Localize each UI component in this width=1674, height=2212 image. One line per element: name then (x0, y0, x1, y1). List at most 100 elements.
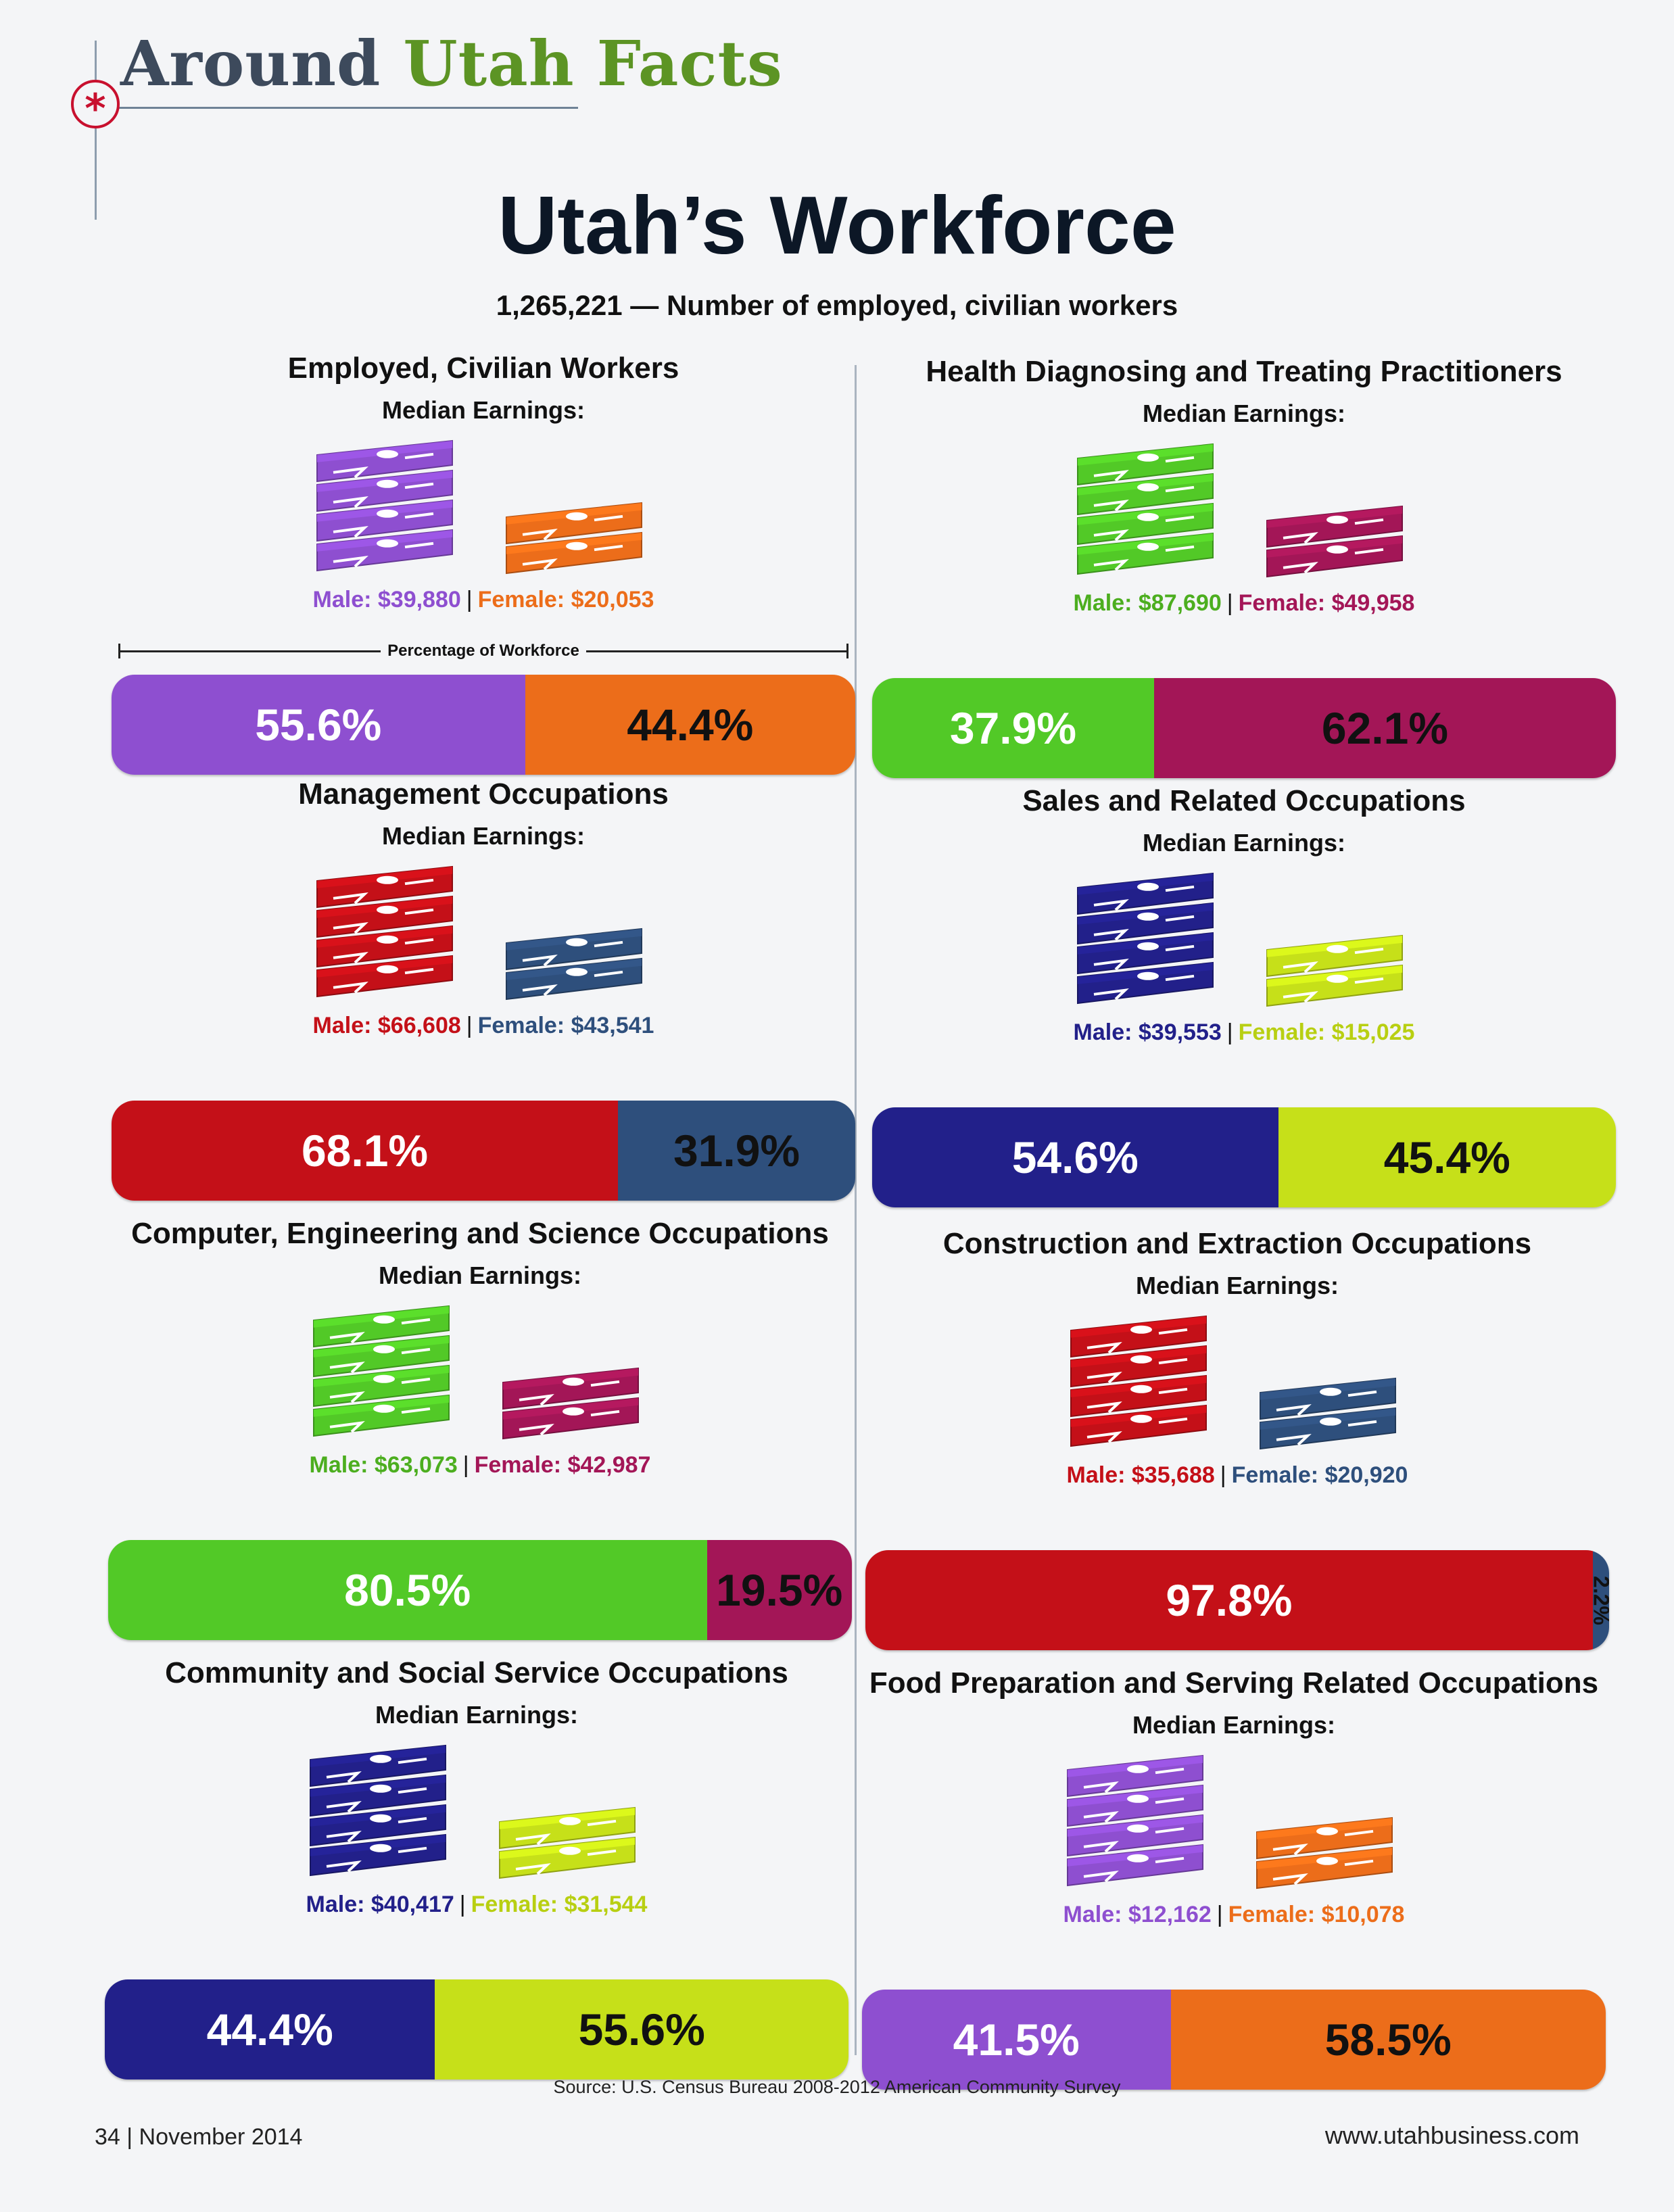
female-money-stack-icon (1264, 505, 1406, 579)
male-money-stack-icon (314, 439, 456, 575)
page-number-date: 34 | November 2014 (95, 2124, 303, 2150)
male-money-stack-graphic (1067, 1754, 1203, 1887)
female-share-segment: 45.4% (1278, 1107, 1616, 1207)
male-money-stack-icon (1075, 443, 1217, 578)
median-earnings-label: Median Earnings: (1142, 829, 1346, 857)
workforce-panel: Community and Social Service Occupations… (105, 1656, 848, 2089)
earnings-separator: | (462, 1452, 469, 1478)
male-earnings-label: Male: $12,162 (1063, 1902, 1212, 1927)
page-subtitle: 1,265,221 — Number of employed, civilian… (496, 289, 1178, 321)
male-earnings-label: Male: $66,608 (312, 1013, 461, 1038)
workforce-panel: Food Preparation and Serving Related Occ… (862, 1666, 1606, 2099)
male-money-stack-graphic (316, 439, 453, 572)
section-title-part1: Around (120, 27, 381, 100)
panel-title: Community and Social Service Occupations (165, 1656, 788, 1689)
median-earnings-label: Median Earnings: (375, 1701, 579, 1729)
female-earnings-label: Female: $31,544 (471, 1892, 648, 1917)
female-share-segment: 44.4% (525, 675, 855, 775)
percentage-of-workforce-label: Percentage of Workforce (381, 642, 586, 660)
male-money-stack-graphic (1077, 872, 1214, 1005)
male-money-stack-icon (1075, 872, 1217, 1007)
male-earnings-label: Male: $40,417 (306, 1892, 454, 1917)
female-earnings-label: Female: $20,053 (477, 587, 654, 612)
female-money-stack-graphic (506, 502, 642, 575)
female-money-stack-graphic (506, 928, 642, 1001)
male-money-stack-graphic (316, 865, 453, 998)
male-share-segment: 37.9% (872, 678, 1154, 778)
male-money-stack-graphic (310, 1744, 446, 1877)
male-earnings-label: Male: $39,880 (312, 587, 461, 612)
male-money-stack-graphic (1070, 1315, 1207, 1447)
median-earnings: Male: $40,417 | Female: $31,544 (105, 1892, 848, 1918)
male-share-segment: 41.5% (862, 1990, 1171, 2090)
male-earnings-label: Male: $63,073 (309, 1452, 458, 1478)
column-divider (855, 365, 857, 2055)
male-share-segment: 54.6% (872, 1107, 1278, 1207)
female-earnings-label: Female: $43,541 (477, 1013, 654, 1038)
female-money-stack-graphic (1266, 934, 1403, 1007)
male-money-stack-icon (1068, 1315, 1210, 1450)
female-money-stack-icon (500, 1367, 642, 1441)
male-money-stack-graphic (313, 1305, 450, 1437)
median-earnings-label: Median Earnings: (1142, 400, 1346, 427)
female-share-segment: 2.2% (1589, 1550, 1609, 1650)
workforce-share-bar: 80.5% 19.5% (108, 1540, 852, 1640)
male-earnings-label: Male: $35,688 (1066, 1462, 1215, 1488)
header-vertical-rule (95, 41, 97, 220)
earnings-separator: | (466, 1013, 473, 1038)
female-earnings-label: Female: $49,958 (1238, 590, 1415, 616)
workforce-share-bar: 44.4% 55.6% (105, 1979, 848, 2079)
median-earnings-label: Median Earnings: (381, 396, 585, 424)
earnings-separator: | (1226, 1019, 1233, 1045)
median-earnings: Male: $39,553 | Female: $15,025 (872, 1019, 1616, 1046)
male-earnings-label: Male: $39,553 (1073, 1019, 1222, 1045)
header-rule (95, 107, 578, 109)
male-share-segment: 97.8% (865, 1550, 1593, 1650)
panel-title: Employed, Civilian Workers (287, 352, 679, 385)
website-link[interactable]: www.utahbusiness.com (1324, 2121, 1579, 2149)
median-earnings-label: Median Earnings: (1132, 1711, 1336, 1739)
workforce-share-bar: 68.1% 31.9% (112, 1101, 855, 1201)
female-money-stack-icon (497, 1806, 639, 1881)
workforce-share-bar: 55.6% 44.4% (112, 675, 855, 775)
section-title: Around Utah Facts (120, 32, 783, 95)
female-share-segment: 19.5% (707, 1540, 852, 1640)
median-earnings: Male: $12,162 | Female: $10,078 (862, 1902, 1606, 1928)
female-earnings-label: Female: $10,078 (1228, 1902, 1405, 1927)
median-earnings-label: Median Earnings: (1135, 1272, 1339, 1299)
female-money-stack-graphic (1256, 1817, 1393, 1890)
earnings-separator: | (459, 1892, 466, 1917)
workforce-panel: Sales and Related Occupations Median Earn… (872, 784, 1616, 1217)
male-share-segment: 55.6% (112, 675, 525, 775)
female-earnings-label: Female: $15,025 (1238, 1019, 1415, 1045)
female-money-stack-graphic (1260, 1377, 1396, 1450)
workforce-panel: Construction and Extraction Occupations M… (865, 1227, 1609, 1660)
female-money-stack-graphic (1266, 505, 1403, 578)
panel-title: Management Occupations (298, 777, 669, 811)
workforce-share-bar: 41.5% 58.5% (862, 1990, 1606, 2090)
male-share-segment: 80.5% (108, 1540, 707, 1640)
female-share-segment: 31.9% (618, 1101, 855, 1201)
median-earnings: Male: $35,688 | Female: $20,920 (865, 1462, 1609, 1489)
male-money-stack-graphic (1077, 443, 1214, 575)
panel-title: Sales and Related Occupations (1022, 784, 1466, 817)
workforce-share-bar: 97.8% 2.2% (865, 1550, 1609, 1650)
female-earnings-label: Female: $42,987 (474, 1452, 651, 1478)
panel-title: Construction and Extraction Occupations (942, 1227, 1532, 1260)
female-money-stack-icon (1258, 1377, 1400, 1451)
female-share-segment: 55.6% (435, 1979, 848, 2079)
earnings-separator: | (1216, 1902, 1223, 1927)
female-share-segment: 62.1% (1153, 678, 1616, 778)
male-money-stack-icon (1065, 1754, 1207, 1890)
male-money-stack-icon (308, 1744, 450, 1879)
female-share-segment: 58.5% (1170, 1990, 1606, 2090)
panel-title: Computer, Engineering and Science Occupa… (131, 1217, 829, 1250)
female-money-stack-graphic (502, 1367, 639, 1440)
panel-title: Food Preparation and Serving Related Occ… (869, 1666, 1599, 1700)
female-earnings-label: Female: $20,920 (1231, 1462, 1408, 1488)
percentage-of-workforce-rule: Percentage of Workforce (118, 641, 848, 661)
female-money-stack-icon (1264, 934, 1406, 1009)
asterisk-icon: * (71, 80, 120, 133)
female-money-stack-icon (504, 502, 646, 576)
median-earnings: Male: $63,073 | Female: $42,987 (108, 1452, 852, 1478)
